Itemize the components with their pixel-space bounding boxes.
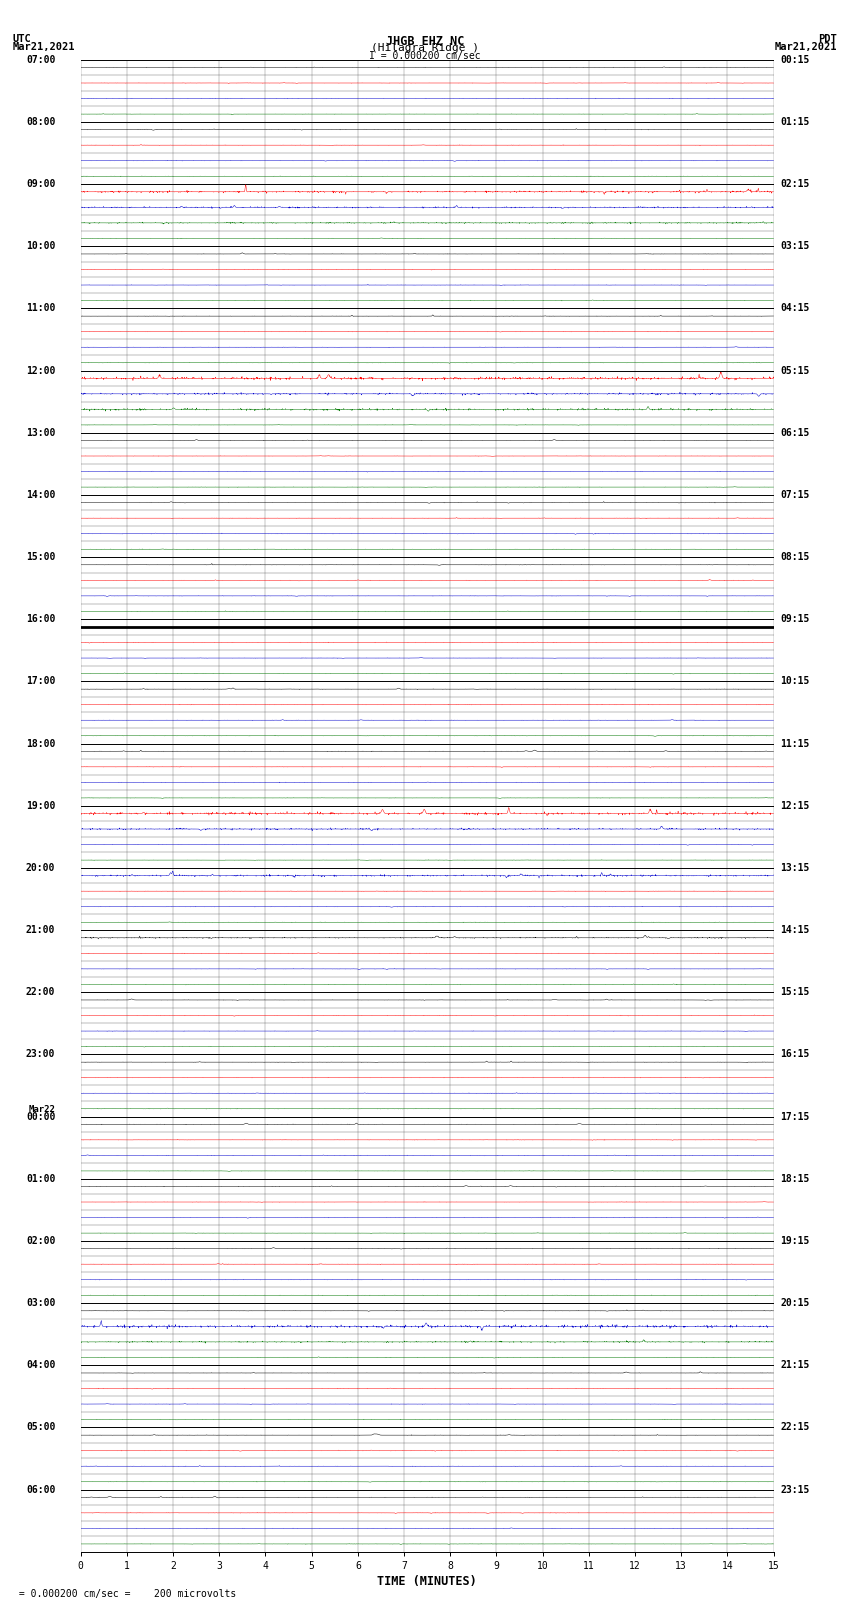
- Text: 10:00: 10:00: [26, 242, 55, 252]
- Text: Mar22: Mar22: [28, 1105, 55, 1115]
- Text: 07:00: 07:00: [26, 55, 55, 65]
- Text: 18:15: 18:15: [780, 1174, 810, 1184]
- Text: 23:15: 23:15: [780, 1484, 810, 1495]
- Text: 09:15: 09:15: [780, 615, 810, 624]
- Text: PDT: PDT: [819, 34, 837, 44]
- Text: 11:00: 11:00: [26, 303, 55, 313]
- Text: Mar21,2021: Mar21,2021: [774, 42, 837, 52]
- Text: 23:00: 23:00: [26, 1050, 55, 1060]
- Text: 09:00: 09:00: [26, 179, 55, 189]
- X-axis label: TIME (MINUTES): TIME (MINUTES): [377, 1574, 477, 1587]
- Text: I = 0.000200 cm/sec: I = 0.000200 cm/sec: [369, 50, 481, 61]
- Text: 18:00: 18:00: [26, 739, 55, 748]
- Text: 02:15: 02:15: [780, 179, 810, 189]
- Text: 19:15: 19:15: [780, 1236, 810, 1245]
- Text: Mar21,2021: Mar21,2021: [13, 42, 76, 52]
- Text: 08:00: 08:00: [26, 116, 55, 127]
- Text: 16:00: 16:00: [26, 615, 55, 624]
- Text: JHGB EHZ NC: JHGB EHZ NC: [386, 35, 464, 48]
- Text: 22:15: 22:15: [780, 1423, 810, 1432]
- Text: 22:00: 22:00: [26, 987, 55, 997]
- Text: 21:00: 21:00: [26, 924, 55, 936]
- Text: (Hilagra Ridge ): (Hilagra Ridge ): [371, 44, 479, 53]
- Text: 13:15: 13:15: [780, 863, 810, 873]
- Text: 00:15: 00:15: [780, 55, 810, 65]
- Text: 16:15: 16:15: [780, 1050, 810, 1060]
- Text: 07:15: 07:15: [780, 490, 810, 500]
- Text: 03:15: 03:15: [780, 242, 810, 252]
- Text: 12:15: 12:15: [780, 800, 810, 811]
- Text: 08:15: 08:15: [780, 552, 810, 561]
- Text: 10:15: 10:15: [780, 676, 810, 687]
- Text: 17:15: 17:15: [780, 1111, 810, 1121]
- Text: 14:15: 14:15: [780, 924, 810, 936]
- Text: 13:00: 13:00: [26, 427, 55, 437]
- Text: 20:15: 20:15: [780, 1298, 810, 1308]
- Text: 20:00: 20:00: [26, 863, 55, 873]
- Text: 04:00: 04:00: [26, 1360, 55, 1369]
- Text: 17:00: 17:00: [26, 676, 55, 687]
- Text: 15:15: 15:15: [780, 987, 810, 997]
- Text: 01:15: 01:15: [780, 116, 810, 127]
- Text: 03:00: 03:00: [26, 1298, 55, 1308]
- Text: 19:00: 19:00: [26, 800, 55, 811]
- Text: 12:00: 12:00: [26, 366, 55, 376]
- Text: 04:15: 04:15: [780, 303, 810, 313]
- Text: 15:00: 15:00: [26, 552, 55, 561]
- Text: 05:00: 05:00: [26, 1423, 55, 1432]
- Text: 11:15: 11:15: [780, 739, 810, 748]
- Text: 00:00: 00:00: [26, 1111, 55, 1121]
- Text: = 0.000200 cm/sec =    200 microvolts: = 0.000200 cm/sec = 200 microvolts: [13, 1589, 236, 1600]
- Text: 01:00: 01:00: [26, 1174, 55, 1184]
- Text: 06:15: 06:15: [780, 427, 810, 437]
- Text: UTC: UTC: [13, 34, 31, 44]
- Text: 21:15: 21:15: [780, 1360, 810, 1369]
- Text: 14:00: 14:00: [26, 490, 55, 500]
- Text: 06:00: 06:00: [26, 1484, 55, 1495]
- Text: 05:15: 05:15: [780, 366, 810, 376]
- Text: 02:00: 02:00: [26, 1236, 55, 1245]
